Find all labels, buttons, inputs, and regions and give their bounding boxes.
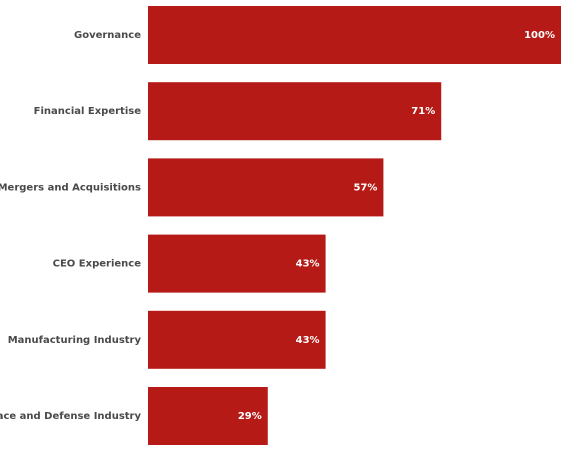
value-label: 57% — [353, 182, 377, 193]
category-label: Governance — [74, 30, 141, 41]
value-label: 100% — [524, 30, 555, 41]
bar — [148, 234, 326, 293]
value-label: 71% — [411, 106, 435, 117]
value-label: 43% — [296, 259, 320, 270]
bar — [148, 82, 442, 141]
value-label: 43% — [296, 335, 320, 346]
category-label: CEO Experience — [53, 259, 142, 270]
bar — [148, 387, 268, 445]
category-label: Financial Expertise — [34, 106, 142, 117]
bar — [148, 6, 561, 64]
value-label: 29% — [238, 411, 262, 422]
category-label: Aerospace and Defense Industry — [0, 411, 141, 422]
bar — [148, 310, 326, 369]
category-label: Manufacturing Industry — [8, 335, 142, 346]
category-label: Mergers and Acquisitions — [0, 182, 141, 193]
bar — [148, 158, 384, 217]
